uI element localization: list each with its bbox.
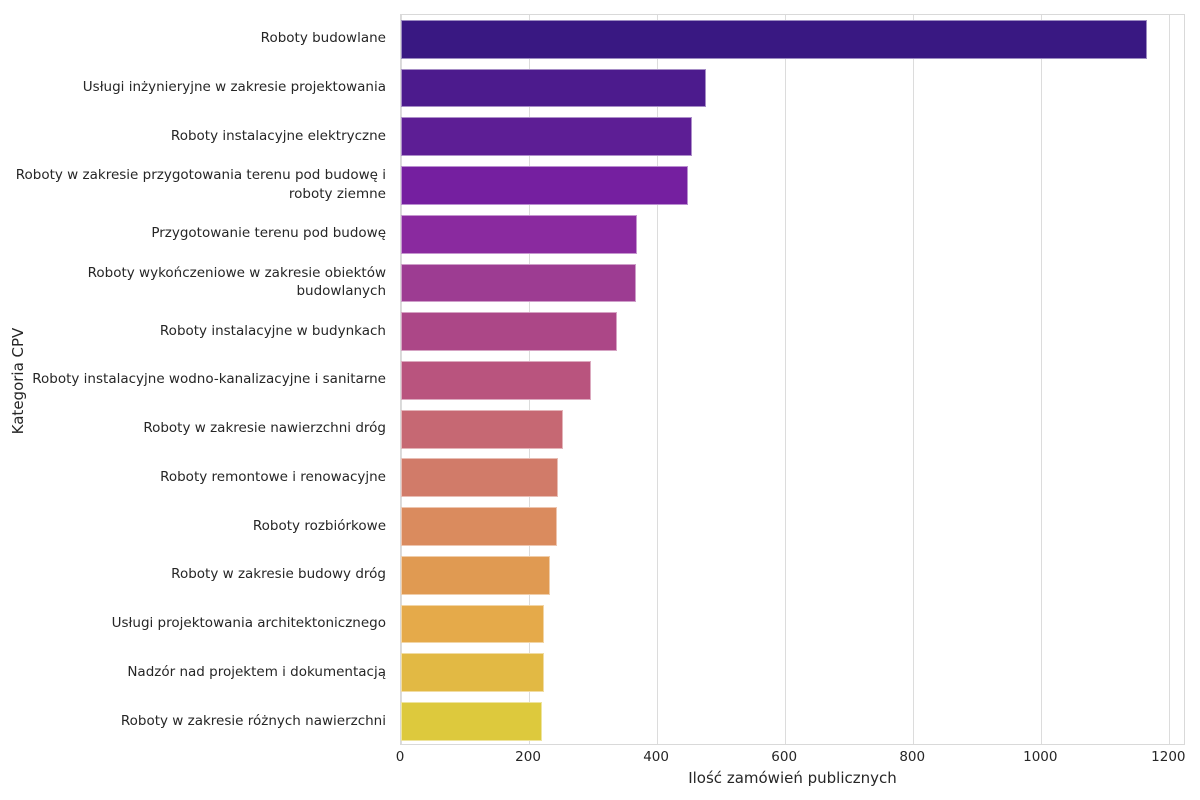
bar-row [401,307,1184,356]
bar-row [401,551,1184,600]
bar-3 [401,117,692,157]
category-label: Roboty remontowe i renowacyjne [160,468,386,485]
bar-row [401,454,1184,503]
bar-9 [401,409,563,449]
gridline-x-1000 [1041,15,1043,744]
bar-row [401,356,1184,405]
bar-row [401,600,1184,649]
bar-row [401,259,1184,308]
category-label: Nadzór nad projektem i dokumentacją [127,663,386,680]
bar-row [401,15,1184,64]
bar-15 [401,702,543,741]
bar-7 [401,312,617,352]
x-axis-title: Ilość zamówień publicznych [688,769,897,787]
x-tick-label-1200: 1200 [1151,749,1186,765]
plot-area [400,14,1185,745]
gridline-x-1200 [1169,15,1171,744]
bar-12 [401,555,550,595]
bar-row [401,649,1184,698]
category-label: Roboty rozbiórkowe [252,517,386,534]
category-label: Roboty budowlane [260,30,386,47]
category-label: Roboty w zakresie nawierzchni dróg [143,420,386,437]
bar-row [401,161,1184,210]
bar-1 [401,19,1147,59]
x-tick-label-1000: 1000 [1023,749,1058,765]
bar-2 [401,68,707,108]
y-axis-tick-labels: Roboty budowlane Usługi inżynieryjne w za… [0,14,393,745]
category-label: Roboty w zakresie przygotowania terenu p… [15,167,386,202]
category-label: Roboty instalacyjne elektryczne [170,127,386,144]
bar-10 [401,458,559,498]
gridline-x-400 [657,15,659,744]
category-label: Roboty instalacyjne wodno-kanalizacyjne … [32,371,386,388]
bar-row [401,112,1184,161]
bar-14 [401,653,545,693]
category-label: Roboty w zakresie różnych nawierzchni [120,712,386,729]
gridline-x-800 [913,15,915,744]
gridline-x-600 [785,15,787,744]
x-tick-label-400: 400 [643,749,669,765]
category-label: Usługi inżynieryjne w zakresie projektow… [82,78,386,95]
bar-row [401,210,1184,259]
bar-row [401,502,1184,551]
category-label: Przygotowanie terenu pod budowę [151,225,386,242]
x-tick-label-0: 0 [395,749,405,765]
bar-6 [401,263,637,303]
x-tick-label-200: 200 [515,749,541,765]
bar-8 [401,361,592,400]
bar-13 [401,604,545,644]
x-tick-label-600: 600 [771,749,798,765]
bar-5 [401,214,637,254]
category-label: Roboty instalacyjne w budynkach [159,322,386,339]
bar-4 [401,166,689,205]
category-label: Roboty w zakresie budowy dróg [171,566,386,583]
category-label: Usługi projektowania architektonicznego [111,615,386,632]
bar-row [401,405,1184,454]
bar-11 [401,507,558,547]
x-tick-label-800: 800 [899,749,926,765]
x-axis-tick-labels: 0 200 400 600 800 1000 1200 [0,749,1200,769]
bar-row [401,64,1184,113]
bar-row [401,697,1184,746]
category-label: Roboty wykończeniowe w zakresie obiektów… [87,264,386,300]
